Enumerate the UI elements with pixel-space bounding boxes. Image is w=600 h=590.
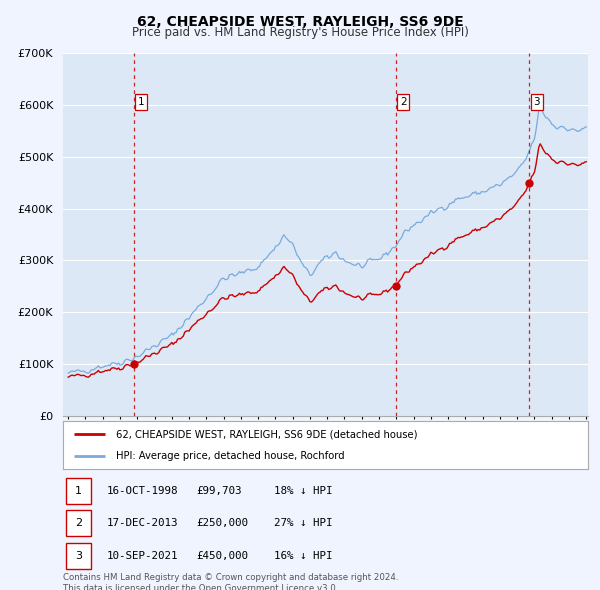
Text: £450,000: £450,000 [196,552,248,561]
Text: Price paid vs. HM Land Registry's House Price Index (HPI): Price paid vs. HM Land Registry's House … [131,26,469,39]
Text: 16-OCT-1998: 16-OCT-1998 [106,487,178,496]
Text: 62, CHEAPSIDE WEST, RAYLEIGH, SS6 9DE: 62, CHEAPSIDE WEST, RAYLEIGH, SS6 9DE [137,15,463,29]
Text: 3: 3 [75,552,82,561]
Text: 27% ↓ HPI: 27% ↓ HPI [274,519,332,528]
Text: 16% ↓ HPI: 16% ↓ HPI [274,552,332,561]
Text: 1: 1 [75,487,82,496]
Text: £99,703: £99,703 [196,487,242,496]
Text: 1: 1 [138,97,145,107]
Text: 10-SEP-2021: 10-SEP-2021 [106,552,178,561]
Text: Contains HM Land Registry data © Crown copyright and database right 2024.
This d: Contains HM Land Registry data © Crown c… [63,573,398,590]
Text: £250,000: £250,000 [196,519,248,528]
Text: 62, CHEAPSIDE WEST, RAYLEIGH, SS6 9DE (detached house): 62, CHEAPSIDE WEST, RAYLEIGH, SS6 9DE (d… [115,429,417,439]
Text: 18% ↓ HPI: 18% ↓ HPI [274,487,332,496]
Text: HPI: Average price, detached house, Rochford: HPI: Average price, detached house, Roch… [115,451,344,461]
Text: 2: 2 [75,519,82,528]
Text: 2: 2 [400,97,407,107]
Text: 17-DEC-2013: 17-DEC-2013 [106,519,178,528]
Text: 3: 3 [533,97,540,107]
